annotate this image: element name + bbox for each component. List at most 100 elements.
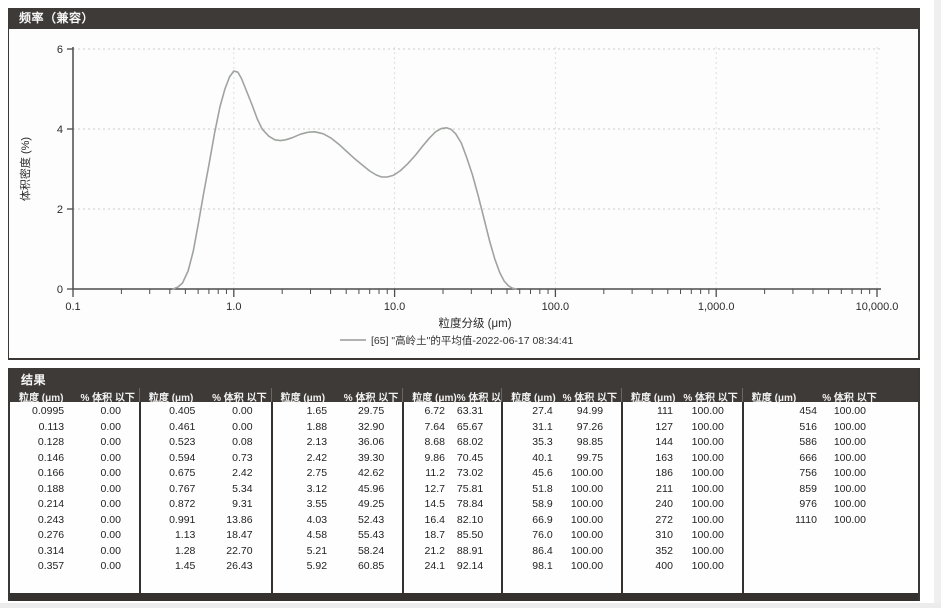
pct-under-cell: 94.99 (576, 405, 604, 417)
pct-under-cell: 100.00 (570, 513, 604, 526)
pct-under-cell: 29.75 (357, 405, 385, 417)
table-row: 0.276 0.00 (10, 528, 139, 544)
size-cell: 0.872 (169, 498, 196, 510)
size-cell: 76.0 (532, 529, 553, 541)
size-cell: 6.72 (424, 405, 445, 417)
size-cell: 11.2 (425, 467, 445, 479)
column-header-size: 粒度 (μm) (19, 392, 64, 404)
table-row: 0.146 0.00 (10, 451, 139, 467)
column-group-header: 粒度 (μm) % 体积 以下 (138, 388, 271, 404)
y-axis-title: 体积密度 (%) (18, 137, 32, 201)
pct-under-cell: 45.96 (357, 482, 385, 495)
size-cell: 14.5 (424, 498, 445, 510)
size-cell: 0.276 (37, 529, 65, 541)
table-row: 27.4 94.99 (503, 404, 621, 420)
x-axis-title: 粒度分级 (μm) (438, 316, 511, 330)
pct-under-cell: 0.00 (232, 405, 253, 417)
pct-under-cell: 0.00 (100, 405, 121, 417)
size-cell: 27.4 (532, 405, 553, 417)
table-row: 4.03 52.43 (273, 513, 403, 529)
size-cell: 1.13 (174, 529, 196, 541)
pct-under-cell: 0.00 (100, 436, 121, 448)
scan-page-edge-bottom (0, 603, 941, 608)
table-row: 0.405 0.00 (141, 404, 271, 420)
pct-under-cell: 5.34 (232, 482, 253, 495)
pct-under-cell: 55.43 (357, 529, 385, 541)
results-column-group: 6.72 63.31 7.64 65.67 8.68 68.02 9.86 70.45 11.2… (402, 402, 501, 593)
table-row: 0.461 0.00 (141, 420, 271, 436)
table-row: 0.991 13.86 (141, 513, 271, 529)
table-row: 144 100.00 (623, 435, 742, 451)
pct-under-cell: 100.00 (570, 544, 604, 557)
table-row: 0.872 9.31 (141, 497, 271, 513)
pct-under-cell: 0.00 (100, 482, 121, 495)
size-cell: 86.4 (532, 544, 553, 557)
column-group-header: 粒度 (μm) % 体积 以下 (741, 388, 918, 404)
table-row: 400 100.00 (623, 559, 742, 575)
pct-under-cell: 99.75 (576, 451, 604, 464)
table-row: 756 100.00 (744, 466, 918, 482)
table-row: 666 100.00 (744, 451, 918, 467)
table-row: 6.72 63.31 (404, 404, 501, 420)
size-cell: 24.1 (424, 560, 445, 572)
pct-under-cell: 49.25 (357, 498, 385, 510)
size-cell: 2.13 (306, 436, 328, 448)
pct-under-cell: 100.00 (570, 529, 604, 541)
size-cell: 0.166 (37, 467, 65, 479)
table-row: 2.75 42.62 (273, 466, 403, 482)
pct-under-cell: 0.08 (232, 436, 253, 448)
results-column-group: 111 100.00 127 100.00 144 100.00 163 100.00 186 1… (621, 402, 742, 593)
size-cell: 0.0995 (32, 405, 65, 417)
table-row: 240 100.00 (623, 497, 742, 513)
pct-under-cell: 68.02 (456, 436, 484, 448)
size-cell: 0.128 (37, 436, 65, 448)
pct-under-cell: 100.00 (691, 467, 724, 479)
pct-under-cell: 100.00 (833, 420, 866, 433)
size-cell: 12.7 (424, 482, 445, 495)
pct-under-cell: 97.26 (576, 420, 604, 433)
table-row: 1.88 32.90 (273, 420, 403, 436)
size-cell: 0.594 (169, 451, 196, 464)
table-row: 0.188 0.00 (10, 482, 139, 498)
size-cell: 0.214 (37, 498, 65, 510)
table-row: 186 100.00 (623, 466, 742, 482)
y-tick-label: 4 (57, 124, 63, 136)
table-row: 2.13 36.06 (273, 435, 403, 451)
pct-under-cell: 0.00 (100, 451, 121, 464)
column-header-pct: % 体积 以下 (683, 392, 738, 404)
size-cell: 976 (799, 498, 817, 510)
pct-under-cell: 100.00 (570, 560, 604, 572)
table-row: 1.13 18.47 (141, 528, 271, 544)
table-row: 76.0 100.00 (503, 528, 621, 544)
size-cell: 666 (799, 451, 817, 464)
size-cell: 31.1 (532, 420, 553, 433)
size-cell: 0.523 (169, 436, 196, 448)
table-row: 976 100.00 (744, 497, 918, 513)
table-row: 516 100.00 (744, 420, 918, 436)
table-row: 352 100.00 (623, 544, 742, 560)
pct-under-cell: 78.84 (456, 498, 484, 510)
results-column-group: 454 100.00 516 100.00 586 100.00 666 100.00 756 1… (741, 402, 918, 593)
pct-under-cell: 0.73 (232, 451, 253, 464)
size-cell: 1.88 (306, 420, 328, 433)
pct-under-cell: 100.00 (833, 467, 866, 479)
legend-label: [65] "高岭土"的平均值-2022-06-17 08:34:41 (371, 334, 574, 347)
pct-under-cell: 9.31 (232, 498, 253, 510)
pct-under-cell: 100.00 (691, 405, 724, 417)
size-cell: 0.991 (169, 513, 196, 526)
table-row: 0.128 0.00 (10, 435, 139, 451)
x-tick-label: 1.0 (226, 301, 241, 313)
size-cell: 1.45 (174, 560, 196, 572)
pct-under-cell: 0.00 (100, 498, 121, 510)
size-cell: 4.03 (306, 513, 328, 526)
results-column-group: 1.65 29.75 1.88 32.90 2.13 36.06 2.42 39.30 2.75… (270, 402, 403, 593)
y-tick-label: 0 (57, 284, 63, 296)
pct-under-cell: 0.00 (100, 560, 121, 572)
results-column-group: 27.4 94.99 31.1 97.26 35.3 98.85 40.1 99.75 45.6… (501, 402, 621, 593)
size-cell: 0.767 (169, 482, 196, 495)
size-cell: 186 (655, 467, 673, 479)
table-row: 66.9 100.00 (503, 513, 621, 529)
x-tick-label: 0.1 (65, 301, 80, 313)
pct-under-cell: 0.00 (100, 467, 121, 479)
